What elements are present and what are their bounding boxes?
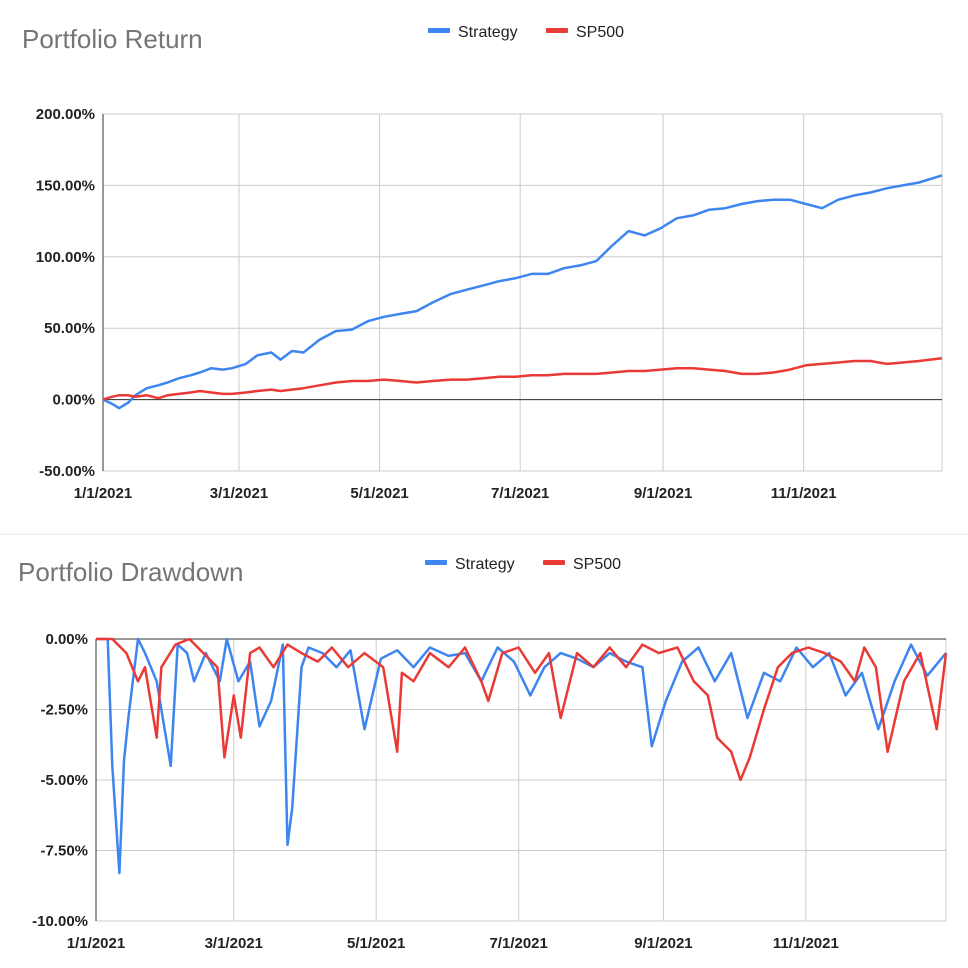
y-tick-label: -10.00% bbox=[32, 913, 88, 930]
x-tick-label: 9/1/2021 bbox=[634, 485, 692, 502]
legend-label-strategy: Strategy bbox=[455, 556, 515, 573]
y-tick-label: -50.00% bbox=[39, 463, 95, 480]
chart-title: Portfolio Drawdown bbox=[18, 557, 243, 587]
y-tick-label: 0.00% bbox=[52, 392, 95, 409]
series-line-strategy bbox=[96, 637, 947, 875]
x-tick-label: 5/1/2021 bbox=[350, 485, 408, 502]
y-tick-label: 50.00% bbox=[44, 320, 95, 337]
y-tick-label: 200.00% bbox=[36, 106, 95, 123]
legend-swatch-strategy bbox=[428, 28, 450, 33]
legend-label-sp500: SP500 bbox=[573, 556, 621, 573]
x-tick-label: 1/1/2021 bbox=[74, 485, 132, 502]
legend-swatch-strategy bbox=[425, 560, 447, 565]
legend-label-strategy: Strategy bbox=[458, 24, 518, 41]
x-tick-label: 1/1/2021 bbox=[67, 935, 125, 952]
y-tick-label: -2.50% bbox=[40, 702, 88, 719]
x-tick-label: 3/1/2021 bbox=[210, 485, 268, 502]
portfolio-drawdown-chart: Portfolio Drawdown Strategy SP500 0.00% -… bbox=[18, 556, 948, 952]
legend: Strategy SP500 bbox=[425, 556, 621, 573]
x-tick-label: 11/1/2021 bbox=[771, 485, 837, 502]
legend-swatch-sp500 bbox=[543, 560, 565, 565]
x-tick-label: 9/1/2021 bbox=[634, 935, 692, 952]
x-tick-label: 7/1/2021 bbox=[491, 485, 549, 502]
legend-label-sp500: SP500 bbox=[576, 24, 624, 41]
chart-title: Portfolio Return bbox=[22, 24, 203, 54]
x-tick-label: 3/1/2021 bbox=[205, 935, 263, 952]
y-tick-label: -5.00% bbox=[40, 772, 88, 789]
series-line-sp500 bbox=[102, 356, 943, 401]
portfolio-return-chart: Portfolio Return Strategy SP500 200.00% 1… bbox=[22, 24, 943, 502]
y-tick-label: 150.00% bbox=[36, 177, 95, 194]
x-tick-label: 7/1/2021 bbox=[489, 935, 547, 952]
y-tick-label: 0.00% bbox=[45, 631, 88, 648]
y-tick-label: 100.00% bbox=[36, 249, 95, 266]
legend: Strategy SP500 bbox=[428, 24, 624, 41]
series-line-sp500 bbox=[96, 637, 948, 782]
series-line-strategy bbox=[102, 174, 943, 410]
y-tick-label: -7.50% bbox=[40, 843, 88, 860]
x-tick-label: 5/1/2021 bbox=[347, 935, 405, 952]
legend-swatch-sp500 bbox=[546, 28, 568, 33]
x-tick-label: 11/1/2021 bbox=[773, 935, 839, 952]
